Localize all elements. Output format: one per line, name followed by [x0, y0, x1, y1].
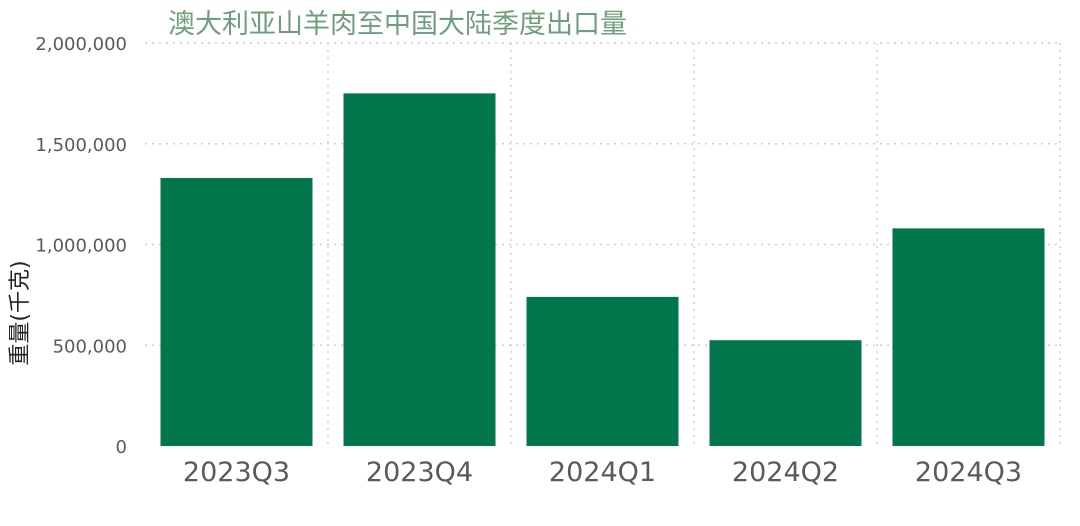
bar-2024Q3: [892, 228, 1045, 446]
y-tick-label: 500,000: [53, 336, 127, 357]
x-tick-label: 2024Q1: [549, 457, 656, 488]
y-tick-label: 0: [116, 437, 127, 458]
bar-2024Q2: [709, 340, 862, 446]
bars: [160, 93, 1045, 446]
x-tick-label: 2024Q2: [732, 457, 839, 488]
y-axis-label: 重量(千克): [8, 260, 33, 365]
x-tick-label: 2023Q4: [366, 457, 473, 488]
x-tick-label: 2024Q3: [915, 457, 1022, 488]
bar-2024Q1: [526, 296, 679, 446]
x-tick-label: 2023Q3: [183, 457, 290, 488]
x-axis-ticks: 2023Q3 2023Q4 2024Q1 2024Q2 2024Q3: [183, 457, 1022, 488]
bar-2023Q4: [343, 93, 496, 446]
y-tick-label: 1,500,000: [35, 135, 127, 156]
y-tick-label: 1,000,000: [35, 236, 127, 257]
bar-2023Q3: [160, 178, 313, 446]
y-axis-ticks: 0 500,000 1,000,000 1,500,000 2,000,000: [35, 34, 127, 458]
y-tick-label: 2,000,000: [35, 34, 127, 55]
chart-title: 澳大利亚山羊肉至中国大陆季度出口量: [168, 9, 627, 40]
